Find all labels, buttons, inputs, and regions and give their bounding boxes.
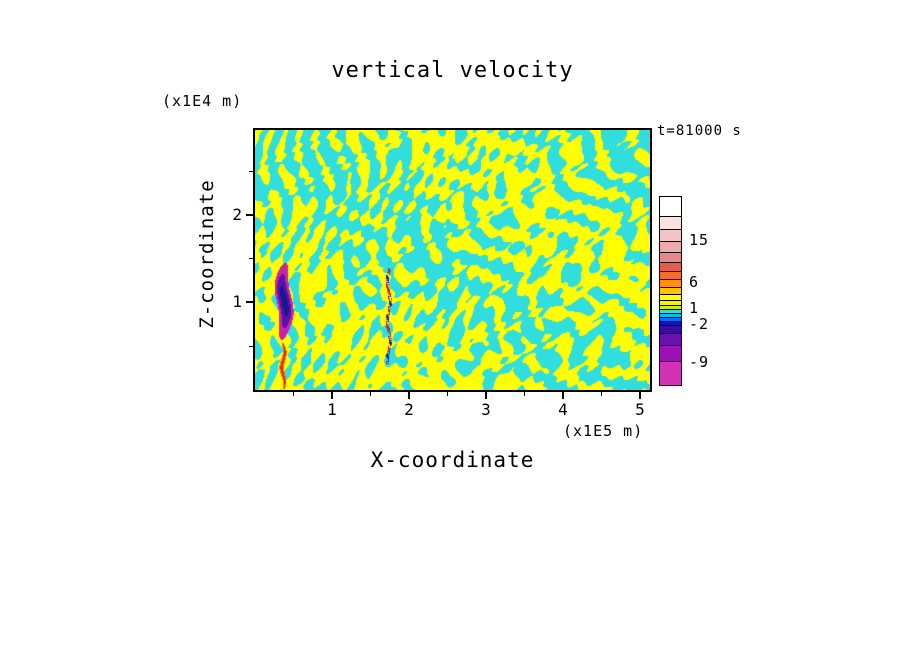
x-minor-tick <box>600 392 602 396</box>
colorbar-segment <box>660 317 681 321</box>
z-tick-label: 2 <box>232 204 242 224</box>
x-axis-label: X-coordinate <box>370 448 535 472</box>
colorbar-segment <box>660 294 681 300</box>
x-tick <box>484 392 487 399</box>
colorbar-segment <box>660 252 681 262</box>
z-tick-label: 1 <box>232 292 242 312</box>
colorbar-level-label: -9 <box>689 353 710 371</box>
plot-area <box>253 128 652 392</box>
colorbar-segment <box>660 279 681 287</box>
colorbar-segment <box>660 262 681 271</box>
z-tick <box>246 301 253 304</box>
colorbar-segment <box>660 229 681 241</box>
x-minor-tick <box>369 392 371 396</box>
colorbar <box>659 196 682 386</box>
colorbar-segment <box>660 309 681 313</box>
colorbar-level-label: 1 <box>689 299 700 317</box>
colorbar-segment <box>660 345 681 361</box>
x-axis-unit: (x1E5 m) <box>563 422 644 440</box>
colorbar-level-label: 15 <box>689 231 710 249</box>
field-canvas <box>255 130 650 390</box>
x-tick-label: 5 <box>635 400 645 419</box>
x-tick-label: 1 <box>327 400 337 419</box>
colorbar-segment <box>660 313 681 317</box>
colorbar-segment <box>660 300 681 305</box>
z-tick <box>246 213 253 216</box>
x-tick <box>330 392 333 399</box>
x-tick-label: 4 <box>558 400 568 419</box>
colorbar-segment <box>660 216 681 229</box>
z-minor-tick <box>249 258 253 260</box>
colorbar-level-label: -2 <box>689 315 710 333</box>
colorbar-segment <box>660 325 681 333</box>
colorbar-segment <box>660 197 681 216</box>
x-minor-tick <box>523 392 525 396</box>
z-minor-tick <box>249 170 253 172</box>
x-tick-label: 3 <box>481 400 491 419</box>
z-axis-label: Z-coordinate <box>196 179 218 329</box>
z-axis-unit: (x1E4 m) <box>162 92 243 110</box>
time-label: t=81000 s <box>657 123 742 139</box>
x-tick <box>638 392 641 399</box>
x-tick-label: 2 <box>404 400 414 419</box>
colorbar-level-label: 6 <box>689 273 700 291</box>
x-tick <box>561 392 564 399</box>
colorbar-segment <box>660 271 681 279</box>
x-tick <box>407 392 410 399</box>
z-minor-tick <box>249 345 253 347</box>
x-minor-tick <box>292 392 294 396</box>
chart-title: vertical velocity <box>331 58 574 83</box>
colorbar-segment <box>660 305 681 309</box>
colorbar-segment <box>660 321 681 325</box>
colorbar-segment <box>660 333 681 345</box>
colorbar-segment <box>660 361 681 385</box>
colorbar-segment <box>660 241 681 252</box>
x-minor-tick <box>446 392 448 396</box>
colorbar-segment <box>660 287 681 294</box>
